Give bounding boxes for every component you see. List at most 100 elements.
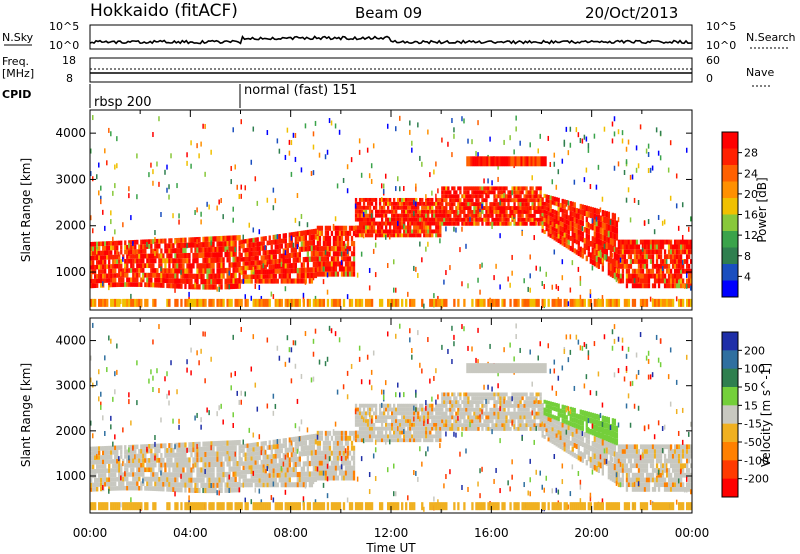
velocity-cell bbox=[352, 430, 356, 436]
power-cell bbox=[461, 116, 463, 122]
velocity-cell bbox=[282, 467, 285, 473]
power-cell bbox=[599, 258, 602, 265]
power-cell bbox=[579, 246, 582, 252]
velocity-cell bbox=[154, 435, 156, 441]
power-cell bbox=[104, 225, 106, 231]
power-cell bbox=[583, 248, 586, 255]
power-cell bbox=[627, 278, 631, 284]
power-cell bbox=[571, 298, 574, 307]
power-cell bbox=[256, 241, 259, 247]
power-cell bbox=[264, 255, 267, 260]
power-cell bbox=[493, 298, 496, 307]
power-cell bbox=[288, 273, 291, 279]
power-cell bbox=[210, 298, 213, 307]
power-cell bbox=[212, 257, 215, 263]
power-cell bbox=[334, 256, 338, 262]
velocity-cell bbox=[116, 486, 119, 491]
power-cell bbox=[421, 221, 424, 226]
power-cell bbox=[599, 249, 602, 255]
power-cell bbox=[212, 246, 215, 253]
power-cell bbox=[372, 229, 376, 234]
power-cell bbox=[172, 268, 175, 274]
power-cell bbox=[208, 257, 211, 264]
power-cell bbox=[330, 246, 334, 252]
power-cell bbox=[374, 197, 378, 202]
power-cell bbox=[425, 194, 427, 200]
power-colorbar-label: Power [dB] bbox=[755, 177, 769, 242]
velocity-cell bbox=[132, 467, 135, 473]
velocity-cell bbox=[96, 450, 99, 456]
power-cell bbox=[403, 233, 406, 238]
power-cell bbox=[415, 233, 418, 238]
power-cell bbox=[643, 249, 647, 255]
power-cell bbox=[577, 266, 580, 272]
power-cell bbox=[224, 241, 227, 247]
power-cell bbox=[284, 154, 287, 160]
power-cell bbox=[266, 261, 269, 267]
velocity-cell bbox=[224, 487, 227, 493]
velocity-cell bbox=[136, 458, 139, 463]
velocity-cell bbox=[250, 478, 253, 483]
velocity-cell bbox=[230, 440, 233, 446]
power-cell bbox=[208, 263, 211, 269]
velocity-cell bbox=[328, 440, 332, 446]
power-cell bbox=[521, 213, 524, 218]
power-cell bbox=[300, 236, 304, 242]
power-cell bbox=[92, 241, 95, 247]
power-cell bbox=[633, 268, 637, 274]
velocity-cell bbox=[252, 432, 255, 438]
power-cell bbox=[571, 236, 574, 243]
velocity-cell bbox=[170, 462, 173, 468]
power-cell bbox=[258, 264, 261, 270]
power-cell bbox=[475, 206, 478, 210]
velocity-cell bbox=[134, 449, 137, 454]
velocity-cell bbox=[210, 502, 213, 511]
power-cell bbox=[332, 246, 336, 252]
power-cell bbox=[272, 273, 275, 279]
power-cell bbox=[625, 239, 629, 245]
power-cell bbox=[180, 263, 183, 269]
power-cell bbox=[470, 156, 473, 167]
velocity-cell bbox=[106, 367, 108, 373]
velocity-cell bbox=[254, 469, 257, 474]
power-cell bbox=[328, 271, 332, 277]
power-cell bbox=[457, 194, 460, 199]
power-cell bbox=[272, 239, 275, 245]
power-cell bbox=[451, 194, 454, 199]
power-cell bbox=[282, 273, 285, 279]
power-cell bbox=[583, 298, 586, 307]
power-cell bbox=[621, 244, 625, 250]
power-cell bbox=[589, 293, 592, 299]
power-cell bbox=[322, 298, 326, 307]
power-cell bbox=[649, 239, 653, 245]
velocity-cell bbox=[122, 458, 125, 464]
power-cell bbox=[607, 211, 611, 219]
power-cell bbox=[637, 263, 641, 269]
power-cell bbox=[437, 209, 440, 214]
velocity-cell bbox=[312, 444, 316, 450]
velocity-cell bbox=[284, 489, 287, 495]
power-cell bbox=[583, 226, 586, 233]
power-cell bbox=[453, 194, 456, 199]
velocity-cell bbox=[236, 487, 239, 493]
power-cell bbox=[669, 195, 672, 201]
power-cell bbox=[539, 202, 542, 207]
power-cell bbox=[186, 243, 188, 249]
power-cell bbox=[104, 269, 107, 274]
power-cell bbox=[561, 259, 564, 265]
velocity-cell bbox=[90, 478, 93, 483]
power-cell bbox=[300, 230, 304, 237]
power-cell bbox=[645, 239, 649, 245]
power-cell bbox=[290, 247, 293, 253]
power-cell bbox=[493, 217, 496, 222]
power-cell bbox=[469, 216, 471, 222]
power-cell bbox=[403, 229, 406, 234]
velocity-cell bbox=[188, 482, 191, 488]
velocity-cell bbox=[148, 467, 151, 473]
velocity-cell bbox=[260, 441, 263, 447]
power-cell bbox=[322, 241, 326, 247]
power-cell bbox=[164, 169, 166, 175]
power-cell bbox=[366, 197, 370, 202]
power-cell bbox=[312, 239, 316, 246]
power-cell bbox=[140, 298, 143, 307]
